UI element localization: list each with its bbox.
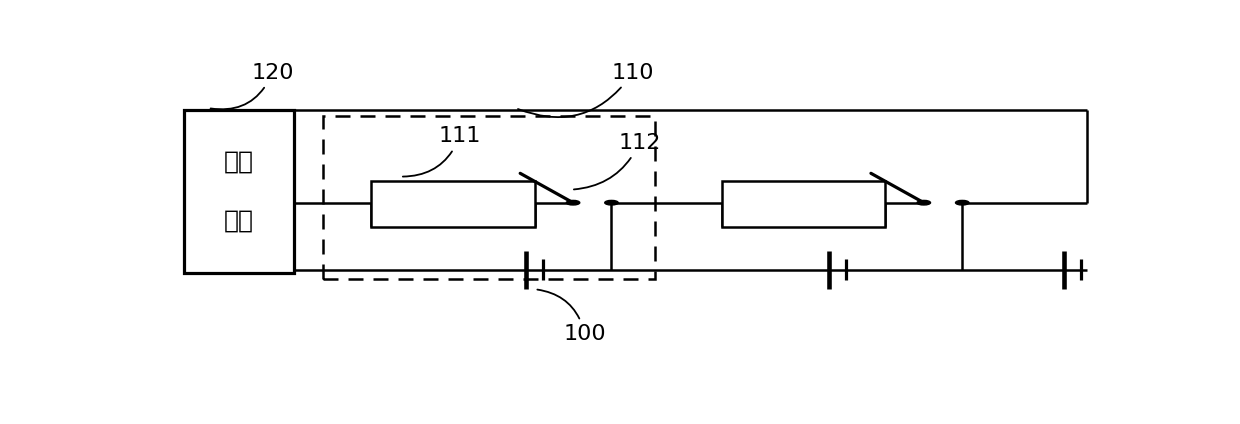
Text: 120: 120 xyxy=(211,63,294,109)
Text: 单元: 单元 xyxy=(224,209,254,233)
Text: 110: 110 xyxy=(518,63,653,117)
Text: 112: 112 xyxy=(574,133,661,190)
Bar xyxy=(184,110,294,273)
Bar xyxy=(324,116,655,279)
Circle shape xyxy=(605,201,619,205)
Bar xyxy=(722,181,885,227)
Text: 控制: 控制 xyxy=(224,150,254,174)
Circle shape xyxy=(956,201,968,205)
Text: 111: 111 xyxy=(403,126,481,176)
Circle shape xyxy=(918,201,930,205)
Circle shape xyxy=(567,201,580,205)
Text: 100: 100 xyxy=(537,290,606,344)
Bar xyxy=(371,181,534,227)
